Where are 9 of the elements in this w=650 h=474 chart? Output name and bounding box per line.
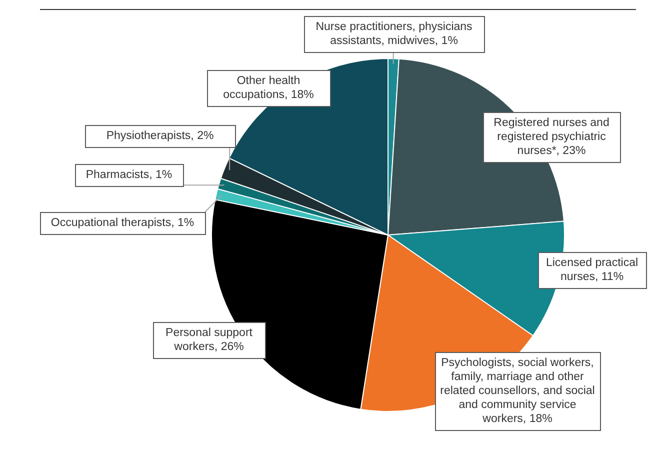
slice-label: Psychologists, social workers, family, marriage and other related counsellors, and social and community service workers, 18% (440, 357, 595, 426)
slice-label: Other health occupations, 18% (223, 75, 314, 102)
slice-label: Nurse practitioners, physicians assistants, midwives, 1% (316, 21, 473, 48)
slice-label: Occupational therapists, 1% (50, 217, 194, 230)
slice-label: Licensed practical nurses, 11% (546, 257, 638, 284)
slice-label: Pharmacists, 1% (86, 169, 172, 182)
slice-label: Personal support workers, 26% (166, 327, 254, 354)
slice-label: Registered nurses and registered psychiatric nurses*, 23% (494, 117, 610, 158)
slice-label: Physiotherapists, 2% (106, 130, 214, 142)
